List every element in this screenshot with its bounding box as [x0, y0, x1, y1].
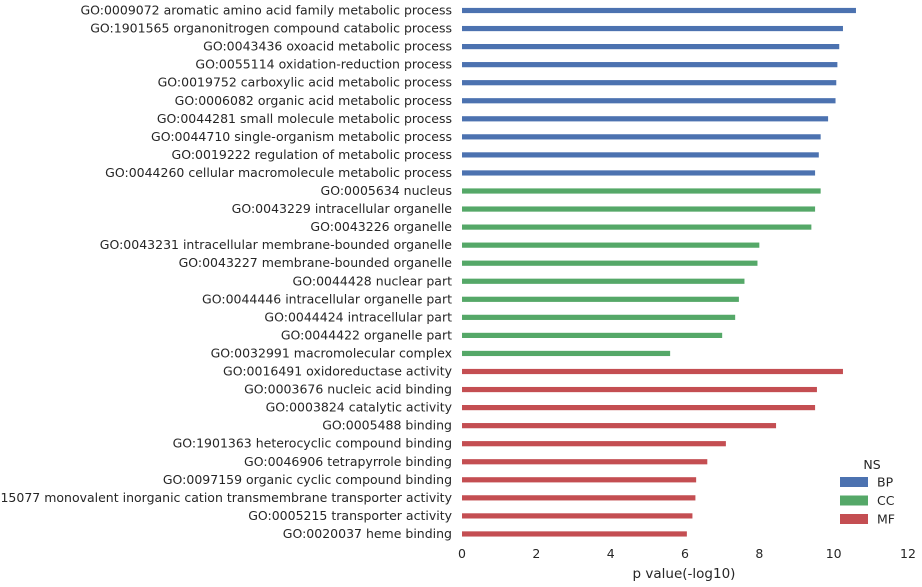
- category-label: GO:0044260 cellular macromolecule metabo…: [105, 165, 452, 180]
- category-label: GO:0006082 organic acid metabolic proces…: [175, 93, 452, 108]
- bar-mf: [462, 405, 816, 411]
- category-label: GO:0044446 intracellular organelle part: [202, 291, 452, 306]
- category-label: GO:0003676 nucleic acid binding: [244, 382, 452, 397]
- legend-swatch-cc: [840, 495, 868, 506]
- bar-cc: [462, 260, 758, 266]
- category-label: GO:0005215 transporter activity: [248, 508, 452, 523]
- legend: NS BP CC MF: [840, 457, 895, 527]
- x-tick-label: 2: [532, 546, 540, 561]
- category-label: GO:0043436 oxoacid metabolic process: [203, 39, 452, 54]
- category-label: GO:0043227 membrane-bounded organelle: [179, 255, 453, 270]
- x-tick-label: 4: [607, 546, 615, 561]
- bar-bp: [462, 44, 840, 50]
- bar-mf: [462, 459, 708, 465]
- category-label: GO:0009072 aromatic amino acid family me…: [80, 3, 452, 18]
- bar-mf: [462, 531, 687, 537]
- category-label: GO:1901565 organonitrogen compound catab…: [90, 21, 452, 36]
- category-label: GO:0016491 oxidoreductase activity: [223, 364, 453, 379]
- bar-cc: [462, 188, 821, 194]
- bar-mf: [462, 441, 726, 447]
- bar-mf: [462, 477, 697, 483]
- bar-cc: [462, 278, 745, 284]
- category-label: GO:0044424 intracellular part: [264, 309, 452, 324]
- bar-mf: [462, 368, 843, 375]
- bar-bp: [462, 170, 816, 176]
- category-label: GO:0044710 single-organism metabolic pro…: [151, 129, 452, 144]
- bar-mf: [462, 423, 777, 429]
- category-label: GO:0044281 small molecule metabolic proc…: [157, 111, 452, 126]
- bar-bp: [462, 62, 838, 68]
- legend-label-bp: BP: [877, 475, 894, 490]
- category-label: GO:0044422 organelle part: [281, 327, 452, 342]
- category-label: GO:0043229 intracellular organelle: [232, 201, 453, 216]
- category-label: GO:0019752 carboxylic acid metabolic pro…: [158, 75, 452, 90]
- bar-bp: [462, 134, 821, 140]
- bar-bp: [462, 116, 829, 122]
- bar-cc: [462, 224, 812, 230]
- category-labels: GO:0009072 aromatic amino acid family me…: [0, 3, 453, 541]
- category-label: GO:0005488 binding: [322, 418, 452, 433]
- legend-label-cc: CC: [877, 493, 895, 508]
- bar-bp: [462, 7, 856, 14]
- category-label: GO:0044428 nuclear part: [293, 273, 453, 288]
- bar-bp: [462, 152, 819, 158]
- bar-mf: [462, 495, 696, 501]
- x-tick-label: 10: [826, 546, 842, 561]
- bar-cc: [462, 242, 760, 248]
- x-tick-label: 8: [755, 546, 763, 561]
- bar-mf: [462, 386, 817, 393]
- legend-swatch-mf: [840, 514, 868, 524]
- legend-label-mf: MF: [877, 512, 895, 527]
- category-label: GO:0020037 heme binding: [283, 526, 452, 541]
- x-tick-label: 12: [900, 546, 916, 561]
- x-tick-label: 6: [681, 546, 689, 561]
- bar-mf: [462, 513, 693, 519]
- bar-cc: [462, 314, 736, 320]
- bar-cc: [462, 350, 671, 357]
- legend-swatch-bp: [840, 477, 868, 487]
- bar-cc: [462, 206, 816, 212]
- category-label: GO:0046906 tetrapyrrole binding: [244, 454, 452, 469]
- bar-cc: [462, 332, 723, 338]
- bar-bp: [462, 98, 836, 104]
- category-label: GO:0005634 nucleus: [321, 183, 452, 198]
- bar-bp: [462, 80, 837, 86]
- category-label: GO:0055114 oxidation-reduction process: [195, 57, 452, 72]
- category-label: GO:1901363 heterocyclic compound binding: [173, 436, 452, 451]
- category-label: GO:0097159 organic cyclic compound bindi…: [163, 472, 452, 487]
- category-label: GO:0003824 catalytic activity: [266, 400, 453, 415]
- category-label: GO:0015077 monovalent inorganic cation t…: [0, 490, 453, 505]
- bars-layer: [462, 7, 856, 537]
- x-tick-label: 0: [458, 546, 466, 561]
- x-axis-title: p value(-log10): [633, 566, 736, 582]
- category-label: GO:0019222 regulation of metabolic proce…: [172, 147, 452, 162]
- category-label: GO:0043231 intracellular membrane-bounde…: [100, 237, 453, 252]
- category-label: GO:0032991 macromolecular complex: [211, 345, 452, 360]
- category-label: GO:0043226 organelle: [310, 219, 452, 234]
- bar-cc: [462, 296, 739, 302]
- x-axis: p value(-log10) 0 2 4 6 8 10 12: [458, 546, 916, 582]
- legend-title: NS: [863, 457, 880, 472]
- bar-bp: [462, 25, 843, 32]
